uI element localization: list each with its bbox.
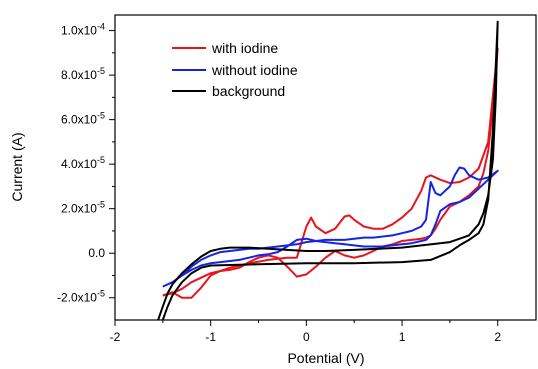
y-axis-title: Current (A)	[9, 132, 25, 201]
series-layer	[157, 20, 499, 321]
y-tick-label: 4.0x10-5	[61, 155, 105, 171]
ticks-layer: -2 -1 0 1 2 -2.0x10-5 0.0 2.0x10-5 4.0x10-5 6.0x1…	[57, 22, 501, 344]
x-tick-label: 1	[399, 330, 406, 344]
y-tick-label: -2.0x10-5	[57, 289, 105, 305]
series-line-2	[157, 20, 499, 321]
y-tick-label: 6.0x10-5	[61, 111, 105, 127]
legend-label-background: background	[212, 83, 285, 99]
y-tick-label: 0.0	[88, 246, 105, 260]
series-line-1	[162, 166, 499, 288]
x-tick-label: 2	[494, 330, 501, 344]
legend: with iodine without iodine background	[172, 40, 298, 99]
y-tick-label: 1.0x10-4	[61, 22, 105, 38]
legend-label-with-iodine: with iodine	[211, 40, 278, 56]
x-tick-label: -1	[205, 330, 216, 344]
y-tick-label: 8.0x10-5	[61, 66, 105, 82]
y-tick-label: 2.0x10-5	[61, 200, 105, 216]
x-tick-label: -2	[110, 330, 121, 344]
plot-frame	[114, 14, 537, 321]
x-axis-title: Potential (V)	[287, 350, 364, 366]
x-tick-label: 0	[303, 330, 310, 344]
legend-label-without-iodine: without iodine	[211, 62, 298, 78]
